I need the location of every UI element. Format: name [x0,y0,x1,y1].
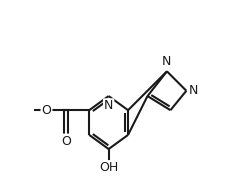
Text: OH: OH [99,161,118,174]
Text: N: N [104,99,113,112]
Text: O: O [61,135,71,148]
Text: N: N [162,55,172,68]
Text: N: N [189,84,198,97]
Text: O: O [42,104,51,117]
